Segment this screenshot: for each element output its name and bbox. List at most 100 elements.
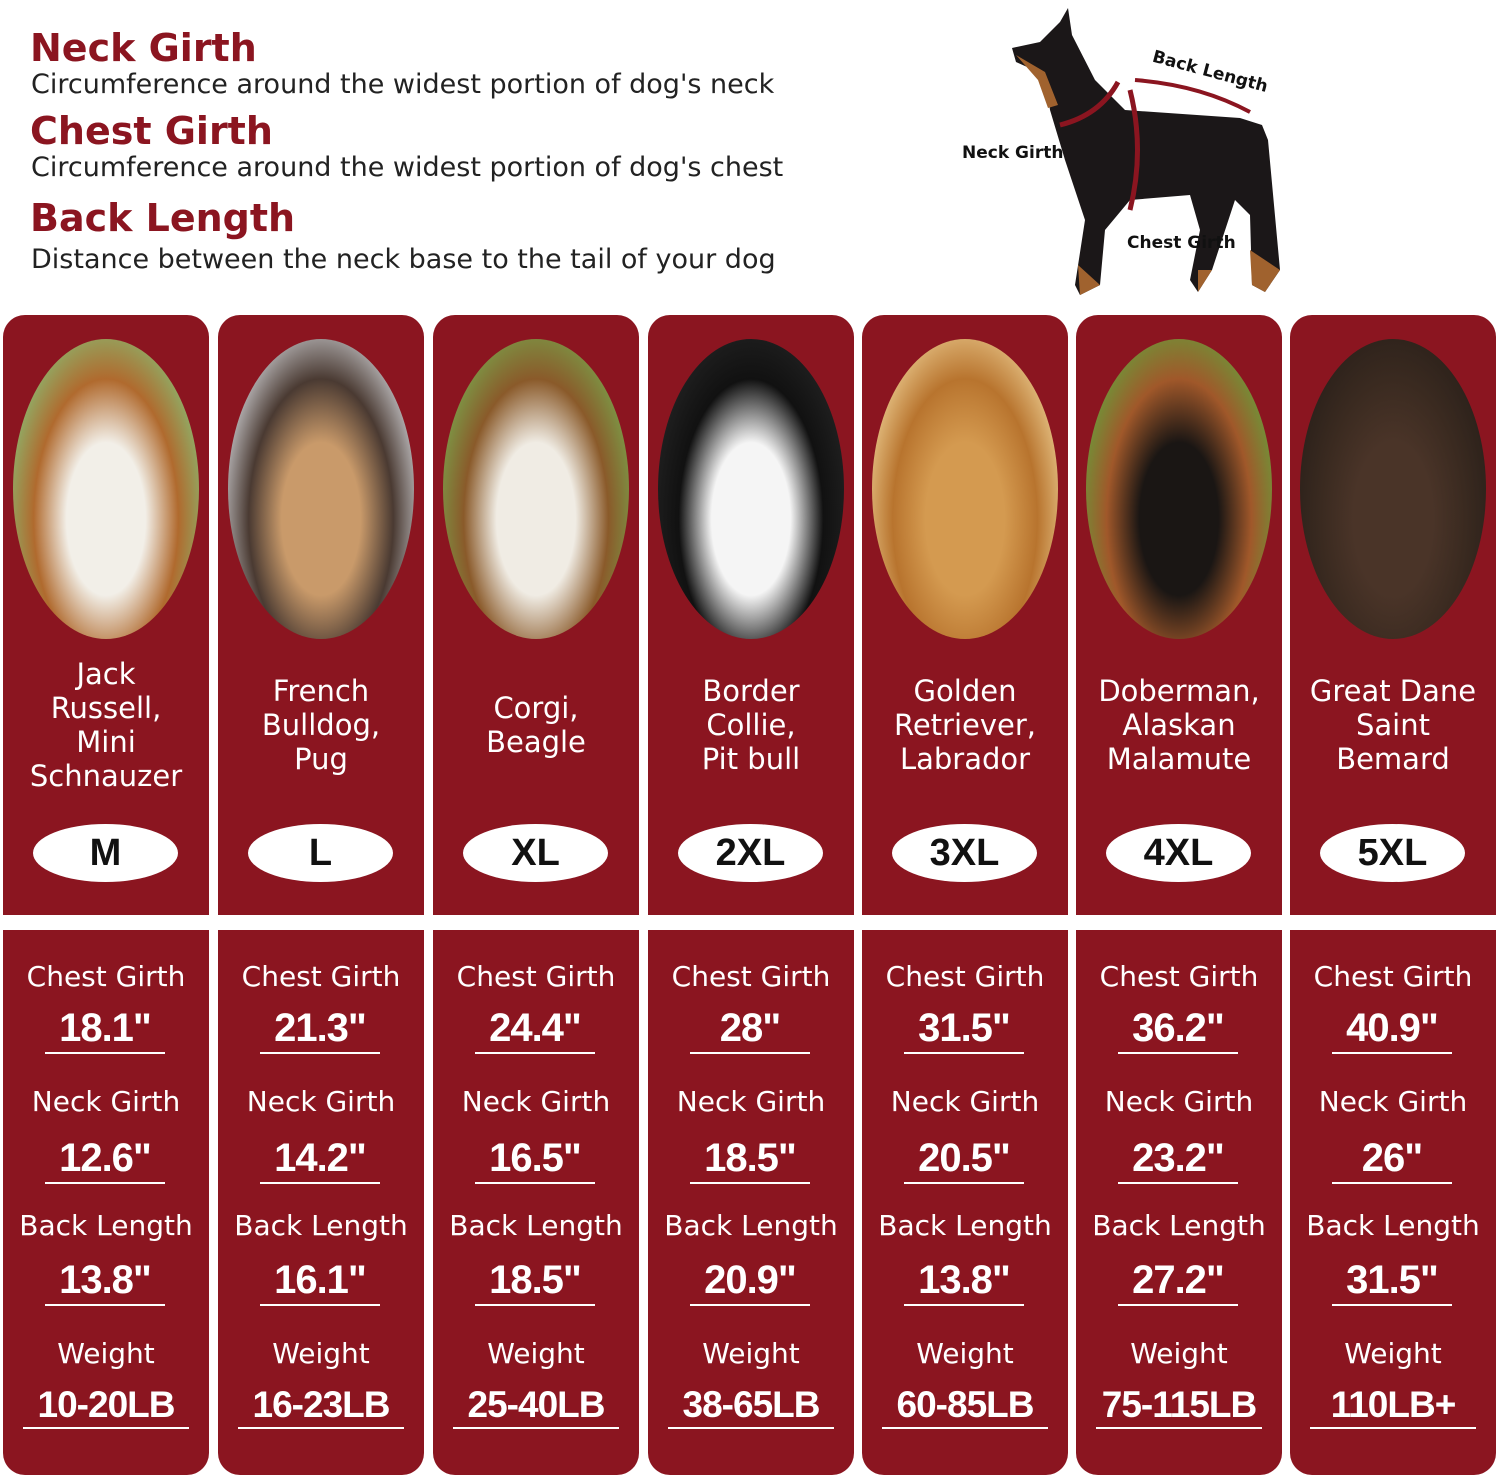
neck-girth-heading: Neck Girth	[30, 26, 257, 70]
size-card-M: Jack Russell, Mini Schnauzer M	[3, 315, 209, 915]
size-card-L: French Bulldog, Pug L	[218, 315, 424, 915]
dog-photo	[872, 339, 1058, 639]
chest-girth-label: Chest Girth	[1313, 960, 1473, 993]
chest-girth-value: 31.5"	[904, 1008, 1024, 1054]
weight-label: Weight	[916, 1337, 1014, 1370]
weight-label: Weight	[57, 1337, 155, 1370]
doberman-illustration	[1012, 8, 1280, 295]
breed-names: French Bulldog, Pug	[261, 674, 381, 776]
chest-girth-value: 18.1"	[45, 1008, 165, 1054]
back-length-value: 18.5"	[475, 1260, 595, 1306]
neck-girth-value: 26"	[1332, 1138, 1452, 1184]
neck-girth-label: Neck Girth	[31, 1085, 181, 1118]
diagram-chest-girth-label: Chest Girth	[1127, 233, 1236, 253]
chest-girth-value: 36.2"	[1118, 1008, 1238, 1054]
neck-girth-label: Neck Girth	[1104, 1085, 1254, 1118]
neck-girth-label: Neck Girth	[890, 1085, 1040, 1118]
weight-value: 25-40LB	[453, 1386, 619, 1429]
back-length-label: Back Length	[1092, 1209, 1266, 1242]
size-card-3XL: Golden Retriever, Labrador 3XL	[862, 315, 1068, 915]
measurements-card-5XL: Chest Girth 40.9" Neck Girth 26" Back Le…	[1290, 930, 1496, 1475]
neck-girth-value: 16.5"	[475, 1138, 595, 1184]
size-card-4XL: Doberman, Alaskan Malamute 4XL	[1076, 315, 1282, 915]
weight-label: Weight	[1130, 1337, 1228, 1370]
dog-photo	[658, 339, 844, 639]
chest-girth-label: Chest Girth	[671, 960, 831, 993]
measurements-card-3XL: Chest Girth 31.5" Neck Girth 20.5" Back …	[862, 930, 1068, 1475]
neck-girth-label: Neck Girth	[461, 1085, 611, 1118]
size-badge: 3XL	[892, 824, 1037, 882]
back-length-value: 27.2"	[1118, 1260, 1238, 1306]
dog-photo	[443, 339, 629, 639]
weight-value: 60-85LB	[882, 1386, 1048, 1429]
back-length-value: 20.9"	[690, 1260, 810, 1306]
back-length-label: Back Length	[878, 1209, 1052, 1242]
size-card-XL: Corgi, Beagle XL	[433, 315, 639, 915]
measurements-card-M: Chest Girth 18.1" Neck Girth 12.6" Back …	[3, 930, 209, 1475]
back-length-label: Back Length	[449, 1209, 623, 1242]
diagram-back-length-label: Back Length	[1150, 47, 1270, 97]
weight-value: 75-115LB	[1096, 1386, 1262, 1429]
diagram-neck-girth-label: Neck Girth	[962, 143, 1063, 163]
back-length-heading: Back Length	[30, 196, 296, 240]
measurements-card-L: Chest Girth 21.3" Neck Girth 14.2" Back …	[218, 930, 424, 1475]
back-length-label: Back Length	[1306, 1209, 1480, 1242]
size-badge: XL	[463, 824, 608, 882]
size-badge: 2XL	[678, 824, 823, 882]
size-badge: 5XL	[1320, 824, 1465, 882]
neck-girth-value: 14.2"	[260, 1138, 380, 1184]
size-badge: L	[248, 824, 393, 882]
back-length-label: Back Length	[234, 1209, 408, 1242]
dog-photo	[13, 339, 199, 639]
size-card-5XL: Great Dane Saint Bemard 5XL	[1290, 315, 1496, 915]
weight-label: Weight	[487, 1337, 585, 1370]
breed-names: Golden Retriever, Labrador	[893, 674, 1037, 776]
chest-girth-label: Chest Girth	[26, 960, 186, 993]
back-length-description: Distance between the neck base to the ta…	[31, 244, 776, 275]
chest-girth-label: Chest Girth	[1099, 960, 1259, 993]
weight-label: Weight	[272, 1337, 370, 1370]
neck-girth-value: 12.6"	[45, 1138, 165, 1184]
chest-girth-value: 24.4"	[475, 1008, 595, 1054]
measurements-card-2XL: Chest Girth 28" Neck Girth 18.5" Back Le…	[648, 930, 854, 1475]
neck-girth-value: 20.5"	[904, 1138, 1024, 1184]
chest-girth-value: 40.9"	[1332, 1008, 1452, 1054]
chest-girth-description: Circumference around the widest portion …	[31, 152, 784, 183]
back-length-label: Back Length	[664, 1209, 838, 1242]
breed-names: Great Dane Saint Bemard	[1309, 674, 1477, 776]
breed-names: Doberman, Alaskan Malamute	[1098, 674, 1260, 776]
back-length-value: 31.5"	[1332, 1260, 1452, 1306]
neck-girth-label: Neck Girth	[1318, 1085, 1468, 1118]
chest-girth-label: Chest Girth	[241, 960, 401, 993]
weight-value: 10-20LB	[23, 1386, 189, 1429]
weight-label: Weight	[1344, 1337, 1442, 1370]
dog-measurement-diagram: Back Length Neck Girth Chest Girth	[962, 8, 1280, 295]
dog-photo	[228, 339, 414, 639]
dog-photo	[1300, 339, 1486, 639]
chest-girth-label: Chest Girth	[885, 960, 1045, 993]
neck-girth-value: 23.2"	[1118, 1138, 1238, 1184]
breed-names: Jack Russell, Mini Schnauzer	[29, 657, 183, 793]
chest-girth-value: 28"	[690, 1008, 810, 1054]
chest-girth-heading: Chest Girth	[30, 109, 273, 153]
weight-value: 16-23LB	[238, 1386, 404, 1429]
size-badge: 4XL	[1106, 824, 1251, 882]
weight-value: 38-65LB	[668, 1386, 834, 1429]
chest-girth-value: 21.3"	[260, 1008, 380, 1054]
neck-girth-label: Neck Girth	[676, 1085, 826, 1118]
back-length-value: 13.8"	[904, 1260, 1024, 1306]
dog-photo	[1086, 339, 1272, 639]
weight-value: 110LB+	[1310, 1386, 1476, 1429]
size-badge: M	[33, 824, 178, 882]
size-card-2XL: Border Collie, Pit bull 2XL	[648, 315, 854, 915]
breed-names: Border Collie, Pit bull	[701, 674, 801, 776]
neck-girth-label: Neck Girth	[246, 1085, 396, 1118]
back-length-value: 13.8"	[45, 1260, 165, 1306]
breed-names: Corgi, Beagle	[486, 691, 586, 759]
measurements-card-4XL: Chest Girth 36.2" Neck Girth 23.2" Back …	[1076, 930, 1282, 1475]
neck-girth-value: 18.5"	[690, 1138, 810, 1184]
back-length-label: Back Length	[19, 1209, 193, 1242]
chest-girth-label: Chest Girth	[456, 960, 616, 993]
weight-label: Weight	[702, 1337, 800, 1370]
back-length-value: 16.1"	[260, 1260, 380, 1306]
